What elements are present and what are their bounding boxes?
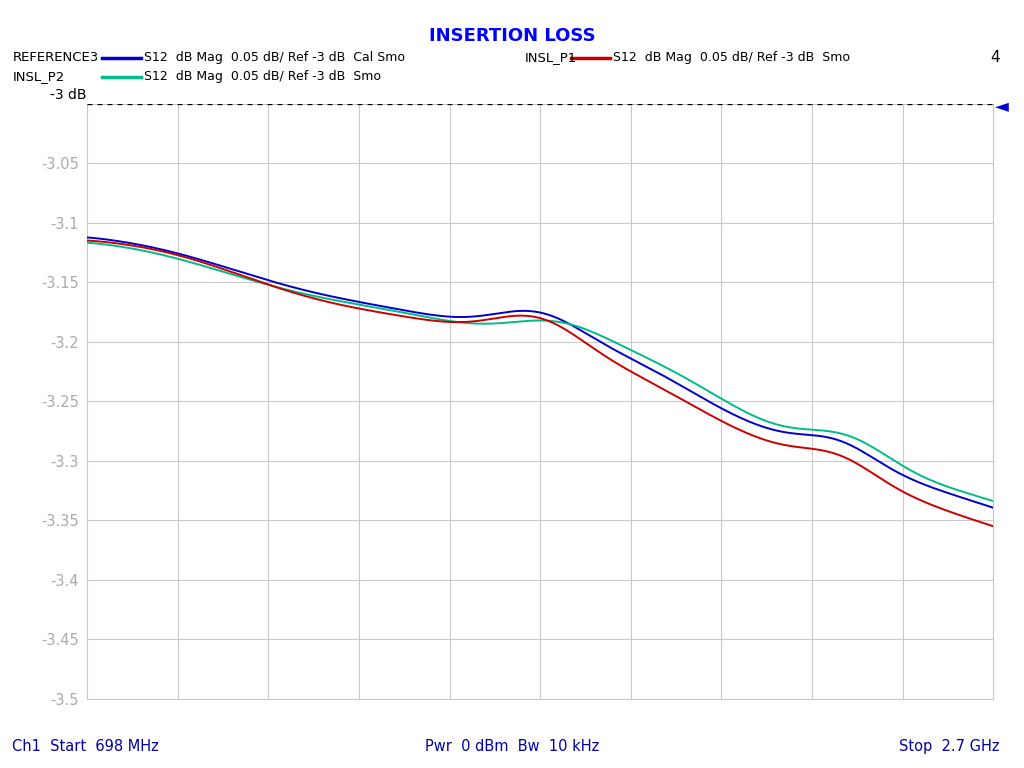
Text: S12  dB Mag  0.05 dB/ Ref -3 dB  Smo: S12 dB Mag 0.05 dB/ Ref -3 dB Smo [613, 51, 850, 64]
Text: 4: 4 [990, 50, 999, 65]
Text: Pwr  0 dBm  Bw  10 kHz: Pwr 0 dBm Bw 10 kHz [425, 739, 599, 754]
Text: -3 dB: -3 dB [49, 88, 86, 102]
Text: S12  dB Mag  0.05 dB/ Ref -3 dB  Cal Smo: S12 dB Mag 0.05 dB/ Ref -3 dB Cal Smo [144, 51, 406, 64]
Text: Stop  2.7 GHz: Stop 2.7 GHz [899, 739, 999, 754]
Text: INSERTION LOSS: INSERTION LOSS [429, 27, 595, 45]
Text: INSL_P2: INSL_P2 [12, 71, 65, 83]
Text: INSL_P1: INSL_P1 [524, 51, 577, 64]
Text: REFERENCE3: REFERENCE3 [12, 51, 98, 64]
Text: S12  dB Mag  0.05 dB/ Ref -3 dB  Smo: S12 dB Mag 0.05 dB/ Ref -3 dB Smo [144, 71, 381, 83]
Text: ◄: ◄ [995, 98, 1009, 116]
Text: Ch1  Start  698 MHz: Ch1 Start 698 MHz [12, 739, 159, 754]
